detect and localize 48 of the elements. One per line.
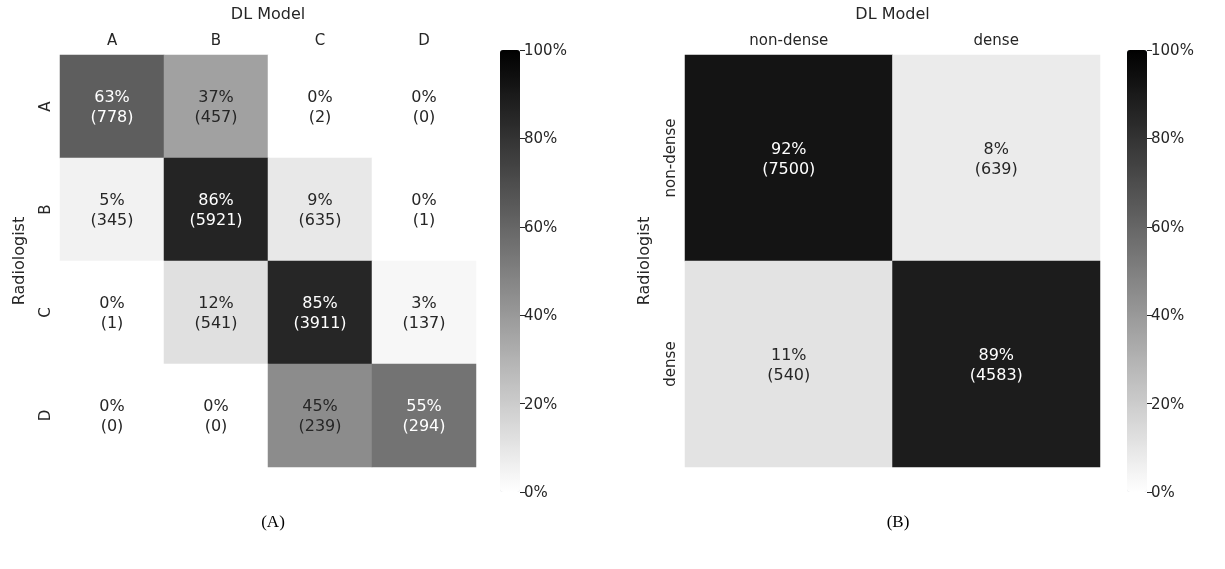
color-bar-label: 0% [524,483,548,501]
color-bar-label: 80% [1151,129,1185,148]
data-label: 92% (7500) [762,138,816,178]
text: (B) [886,512,910,531]
x-tick-label: A [106,30,118,49]
y-tick-label: B [35,204,54,215]
color-bar-label: 40% [1151,306,1185,325]
data-label: 12% (541) [194,293,238,332]
text: (A) [261,512,285,531]
data-label: 0% (0) [411,87,437,126]
data-label: 0% (1) [99,293,125,332]
data-label: 11% (540) [767,344,811,384]
x-axis-title: DL Model [855,3,930,23]
x-tick-label: D [418,30,430,49]
data-label: 45% (239) [298,396,342,435]
data-label: 9% (635) [298,190,342,229]
x-tick-label: B [210,30,222,49]
data-label: 8% (639) [974,138,1018,178]
data-label: 86% (5921) [189,190,243,229]
data-label: 89% (4583) [969,344,1023,384]
data-label: 0% (1) [411,190,437,229]
data-label: 0% (2) [307,87,333,126]
x-tick-label: C [314,30,326,49]
color-bar-label: 0% [1151,483,1175,501]
color-bar-label: 100% [524,41,567,59]
color-bar-label: 40% [524,306,558,325]
x-axis-title: DL Model [230,3,306,23]
color-bar-label: 60% [524,217,558,236]
data-label: 85% (3911) [293,293,347,332]
data-label: 37% (457) [194,87,238,126]
color-bar-label: 80% [524,129,558,148]
y-tick-label: A [35,100,54,112]
color-bar-label: 60% [1151,217,1185,236]
y-tick-label: C [35,307,54,318]
y-tick-label: D [35,409,54,422]
data-label: 55% (294) [402,396,446,435]
data-label: 63% (778) [90,87,134,126]
data-label: 5% (345) [90,190,134,229]
color-bar-label: 100% [1151,41,1194,59]
data-label: 3% (137) [402,293,446,332]
data-label: 0% (0) [203,396,229,435]
color-bar-label: 20% [524,394,558,413]
data-label: 0% (0) [99,396,125,435]
y-axis-title: Radiologist [633,216,653,306]
x-tick-label: dense [973,30,1019,49]
x-tick-label: non-dense [749,30,829,49]
color-bar-label: 20% [1151,394,1185,413]
y-axis-title: Radiologist [8,216,28,306]
